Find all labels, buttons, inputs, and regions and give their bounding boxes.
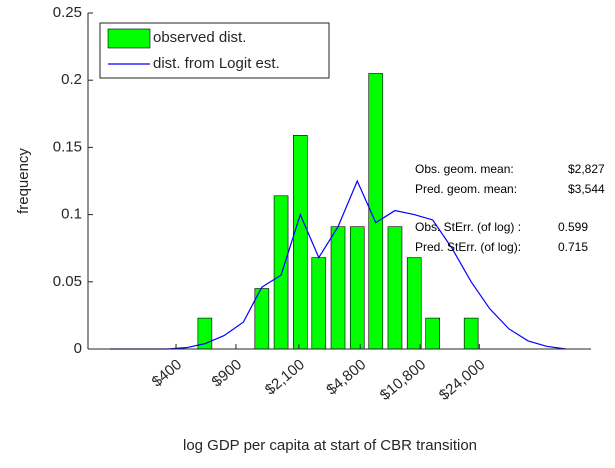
legend-label: observed dist. [153,29,246,46]
bar [463,317,479,350]
y-tick-label: 0.25 [53,4,82,21]
annotation-value: 0.715 [558,240,588,254]
annotation-label: Pred. StErr. (of log): [415,240,521,254]
bar [349,226,365,350]
bar [330,226,346,350]
annotation-label: Obs. geom. mean: [415,162,514,176]
y-tick-label: 0 [74,340,82,357]
legend-swatch [107,28,151,49]
x-tick-label: $2,100 [262,356,308,399]
bar [292,135,308,350]
bar [273,195,289,350]
bar [406,257,422,350]
annotation-label: Pred. geom. mean: [415,182,517,196]
x-tick-label: $400 [149,356,185,390]
x-axis-label: log GDP per capita at start of CBR trans… [183,437,477,454]
x-tick-label: $900 [209,356,245,390]
legend-label: dist. from Logit est. [153,55,280,72]
x-tick-label: $24,000 [436,356,488,404]
annotation-label: Obs. StErr. (of log) : [415,220,521,234]
y-axis-label: frequency [15,148,32,214]
y-tick-label: 0.05 [53,273,82,290]
annotation-value: $3,544 [568,182,605,196]
y-tick-label: 0.2 [61,71,82,88]
annotation-value: 0.599 [558,220,588,234]
line [110,179,566,350]
y-tick-label: 0.1 [61,206,82,223]
bar [425,317,441,350]
y-tick-label: 0.15 [53,138,82,155]
annotation-value: $2,827 [568,162,605,176]
x-tick-label: $4,800 [323,356,369,399]
bar [387,226,403,350]
bar [311,257,327,350]
x-tick-label: $10,800 [377,356,429,404]
